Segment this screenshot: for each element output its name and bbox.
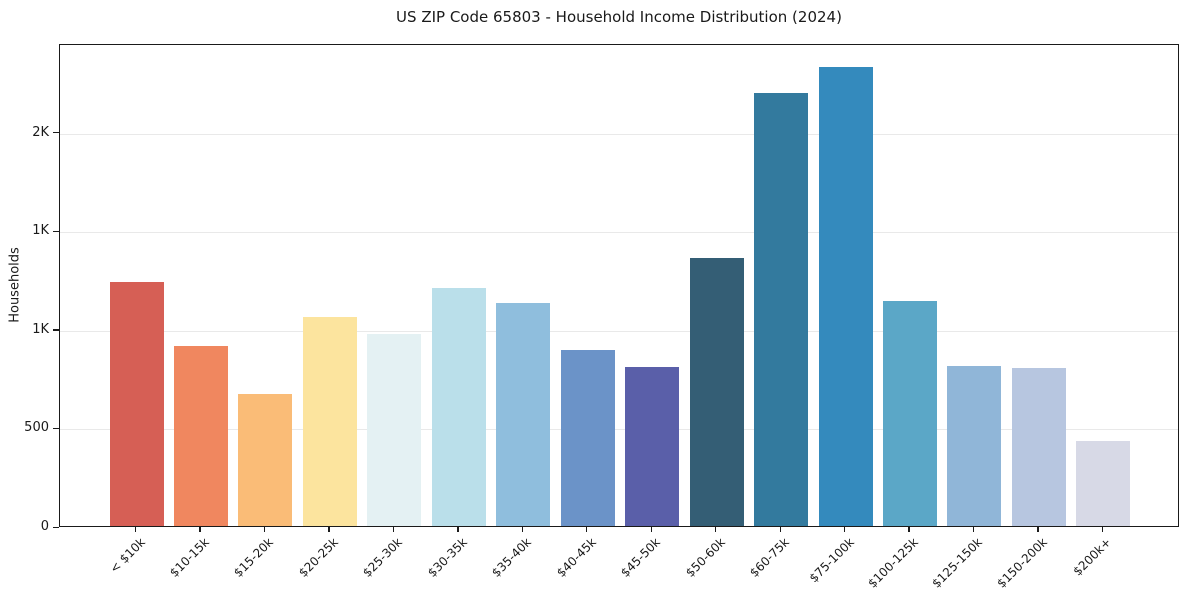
- y-tick-label: 1K: [32, 321, 49, 337]
- bar: [431, 288, 486, 526]
- plot-area: [59, 44, 1179, 527]
- bar: [1011, 368, 1066, 526]
- bar: [109, 281, 164, 526]
- y-tick-mark: [53, 132, 59, 134]
- x-tick-mark: [199, 527, 201, 532]
- x-tick-mark: [779, 527, 781, 532]
- x-tick-mark: [586, 527, 588, 532]
- bar: [689, 257, 744, 526]
- x-tick-mark: [908, 527, 910, 532]
- bar: [367, 333, 422, 526]
- bar: [496, 303, 551, 526]
- y-tick-label: 500: [24, 420, 49, 436]
- y-axis-title: Households: [7, 247, 23, 323]
- x-tick-label: < $10k: [106, 535, 148, 576]
- bar: [560, 349, 615, 526]
- x-tick-mark: [135, 527, 137, 532]
- gridline: [60, 133, 1178, 135]
- x-tick-mark: [972, 527, 975, 532]
- bar: [882, 301, 937, 526]
- chart-title: US ZIP Code 65803 - Household Income Dis…: [396, 8, 842, 26]
- gridline: [60, 232, 1178, 234]
- y-tick-label: 0: [40, 519, 49, 534]
- y-tick-mark: [53, 329, 59, 331]
- x-tick-mark: [715, 527, 717, 532]
- bar: [818, 66, 873, 526]
- y-tick-mark: [53, 230, 59, 233]
- x-tick-mark: [1037, 527, 1039, 532]
- gridline: [60, 330, 1178, 332]
- bar: [302, 317, 357, 526]
- bar: [947, 366, 1002, 526]
- bar: [1076, 441, 1131, 526]
- x-tick-mark: [844, 527, 846, 532]
- x-tick-mark: [263, 527, 266, 532]
- y-tick-mark: [53, 427, 59, 430]
- bar: [625, 367, 680, 526]
- y-tick-label: 2K: [32, 124, 49, 140]
- bar: [754, 93, 808, 526]
- x-tick-mark: [650, 527, 652, 532]
- bar: [173, 345, 228, 526]
- y-tick-label: 1K: [32, 223, 49, 239]
- bar: [238, 393, 293, 526]
- x-tick-mark: [392, 527, 395, 532]
- x-tick-mark: [328, 527, 330, 532]
- gridline: [60, 429, 1178, 431]
- x-tick-mark: [521, 527, 523, 532]
- x-tick-mark: [457, 527, 459, 532]
- y-tick-mark: [53, 526, 59, 528]
- x-tick-mark: [1101, 527, 1104, 532]
